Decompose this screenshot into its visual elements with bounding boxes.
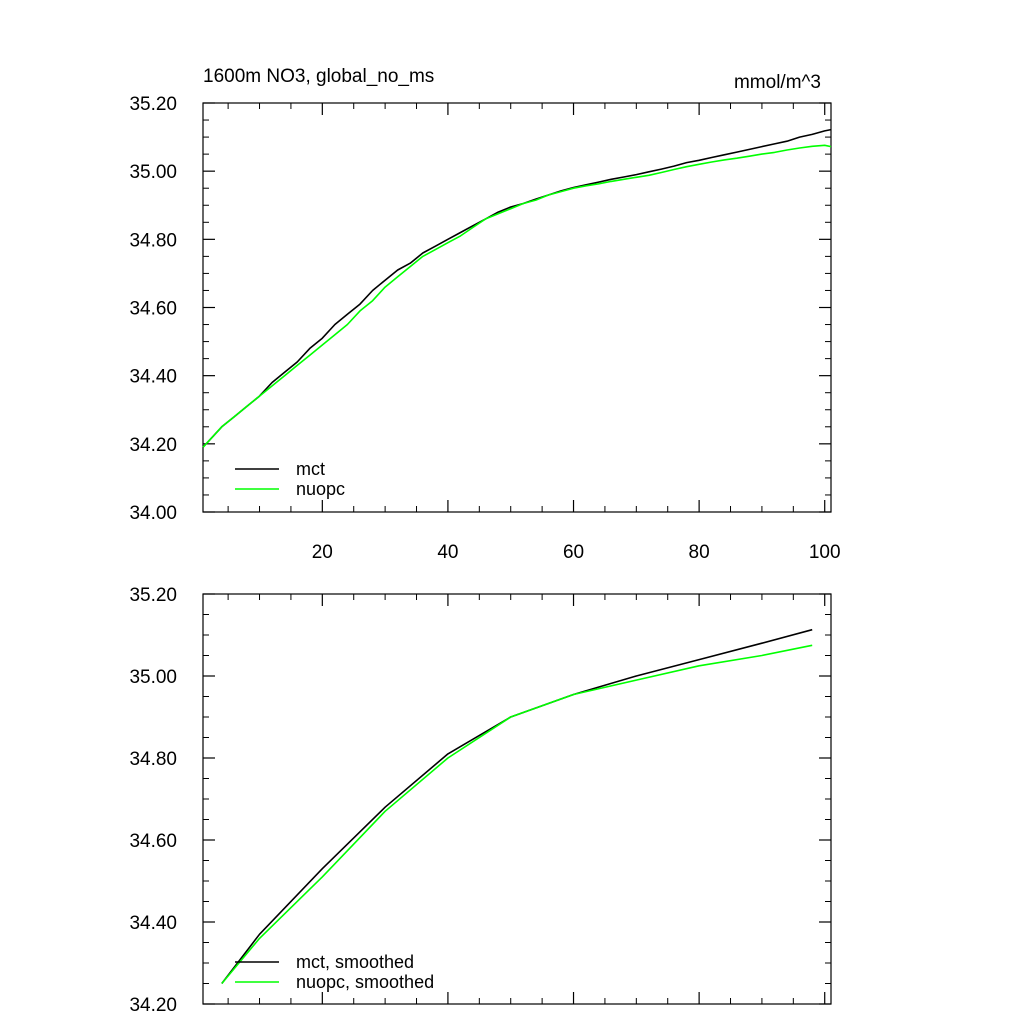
legend-label: mct	[296, 459, 325, 479]
bottom-panel: 34.20 34.40 34.60 34.80 35.00 35.20 mct, smoot…	[129, 585, 832, 1016]
chart-title-left: 1600m NO3, global_no_ms	[203, 66, 434, 87]
top-panel: 20 40 60 80 100 34.00 34.20 34.40 34.60 34.80 35.0…	[129, 94, 840, 563]
y-tick-label: 35.00	[129, 162, 177, 183]
y-tick-label: 35.20	[129, 94, 177, 115]
x-tick-label: 20	[312, 542, 333, 563]
x-tick-label: 80	[689, 542, 710, 563]
y-tick-label: 35.20	[129, 585, 177, 606]
y-tick-label: 34.20	[129, 995, 177, 1016]
y-tick-label: 34.60	[129, 299, 177, 320]
legend-label: nuopc	[296, 479, 345, 499]
y-tick-label: 34.80	[129, 749, 177, 770]
y-tick-label: 34.40	[129, 367, 177, 388]
y-tick-label: 34.00	[129, 503, 177, 524]
chart-units-label: mmol/m^3	[734, 72, 821, 93]
series-line-nuopc	[202, 144, 832, 448]
series-line-mct-smoothed	[221, 628, 813, 984]
y-tick-label: 35.00	[129, 667, 177, 688]
series-line-mct	[202, 128, 832, 448]
legend-label: nuopc, smoothed	[296, 972, 434, 992]
x-tick-label: 100	[809, 542, 841, 563]
y-tick-label: 34.80	[129, 230, 177, 251]
y-tick-label: 34.20	[129, 435, 177, 456]
x-tick-label: 40	[437, 542, 458, 563]
plot-frame	[202, 593, 832, 1005]
series-line-nuopc-smoothed	[221, 644, 813, 985]
plot-frame	[202, 102, 832, 513]
y-tick-label: 34.60	[129, 831, 177, 852]
y-tick-label: 34.40	[129, 913, 177, 934]
legend-label: mct, smoothed	[296, 952, 414, 972]
x-tick-label: 60	[563, 542, 584, 563]
